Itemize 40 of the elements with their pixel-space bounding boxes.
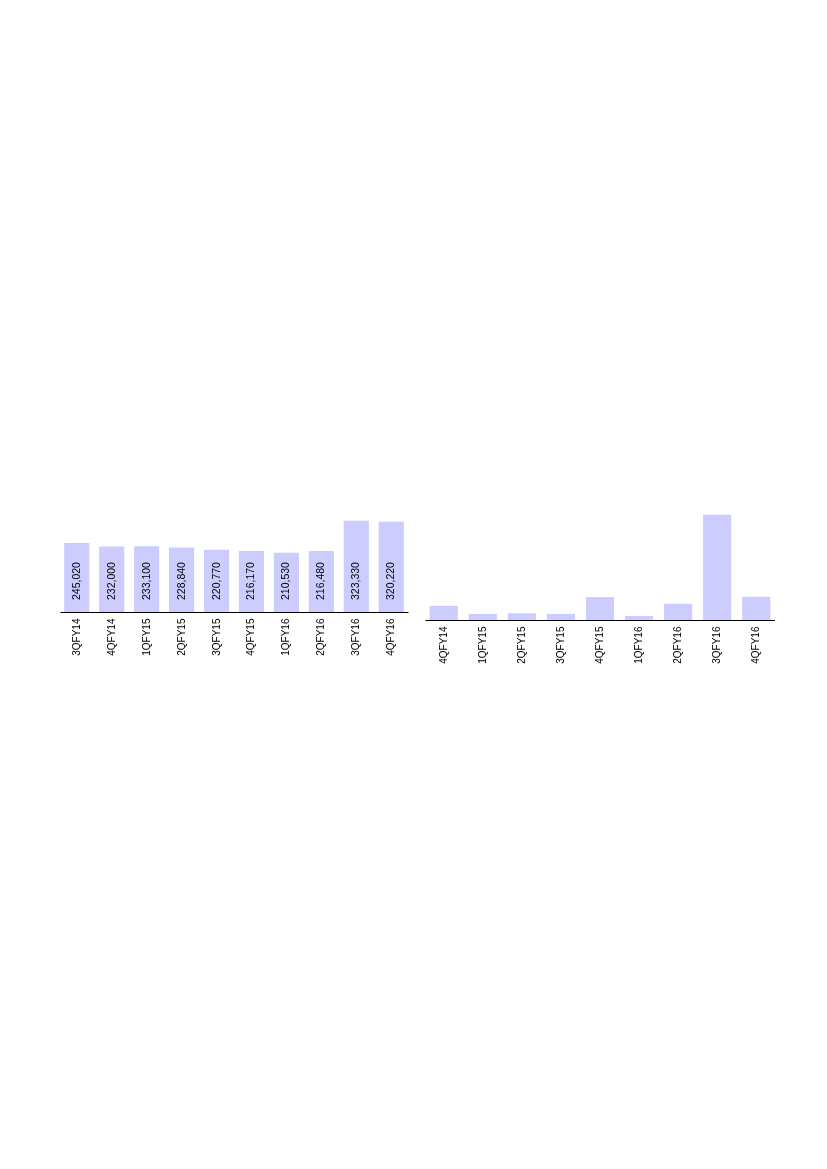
data-label: 216,480 [314, 561, 327, 600]
x-tick-label: 3QFY15 [210, 618, 222, 656]
data-label: 323,330 [349, 561, 362, 600]
x-tick-label: 2QFY15 [515, 626, 527, 664]
data-label: 228,840 [174, 561, 187, 600]
x-tick-label: 4QFY16 [750, 626, 762, 664]
x-tick-label: 3QFY15 [554, 626, 566, 664]
bar [585, 597, 615, 620]
x-tick-label: 4QFY14 [105, 618, 117, 656]
x-tick-label: 2QFY16 [672, 626, 684, 664]
data-label: 233,100 [139, 561, 152, 600]
x-tick-label: 3QFY14 [70, 618, 82, 656]
data-label: 210,530 [279, 561, 292, 600]
bar [468, 613, 497, 620]
bar [625, 616, 654, 620]
data-label: 232,000 [104, 561, 117, 600]
data-label: 216,170 [244, 561, 257, 600]
x-tick-label: 2QFY15 [175, 618, 187, 656]
bar [703, 514, 732, 620]
x-tick-label: 4QFY15 [594, 626, 605, 664]
bar [664, 603, 693, 620]
x-tick-label: 2QFY16 [315, 618, 327, 656]
x-tick-label: 1QFY16 [280, 618, 292, 656]
bar [546, 613, 575, 620]
x-tick-label: 1QFY15 [140, 618, 152, 656]
x-tick-label: 1QFY16 [633, 626, 645, 664]
bar [507, 613, 536, 620]
bar [378, 521, 404, 612]
bar [429, 605, 458, 620]
x-tick-label: 4QFY14 [437, 626, 449, 664]
x-tick-label: 3QFY16 [350, 618, 362, 656]
x-tick-label: 4QFY16 [385, 618, 397, 656]
x-tick-label: 4QFY15 [245, 618, 257, 656]
bar [742, 596, 771, 620]
x-tick-label: 1QFY15 [476, 626, 488, 664]
data-label: 320,220 [384, 561, 397, 600]
data-label: 245,020 [69, 561, 82, 600]
data-label: 220,770 [209, 561, 222, 600]
bar [343, 520, 369, 612]
x-tick-label: 3QFY16 [711, 626, 723, 664]
